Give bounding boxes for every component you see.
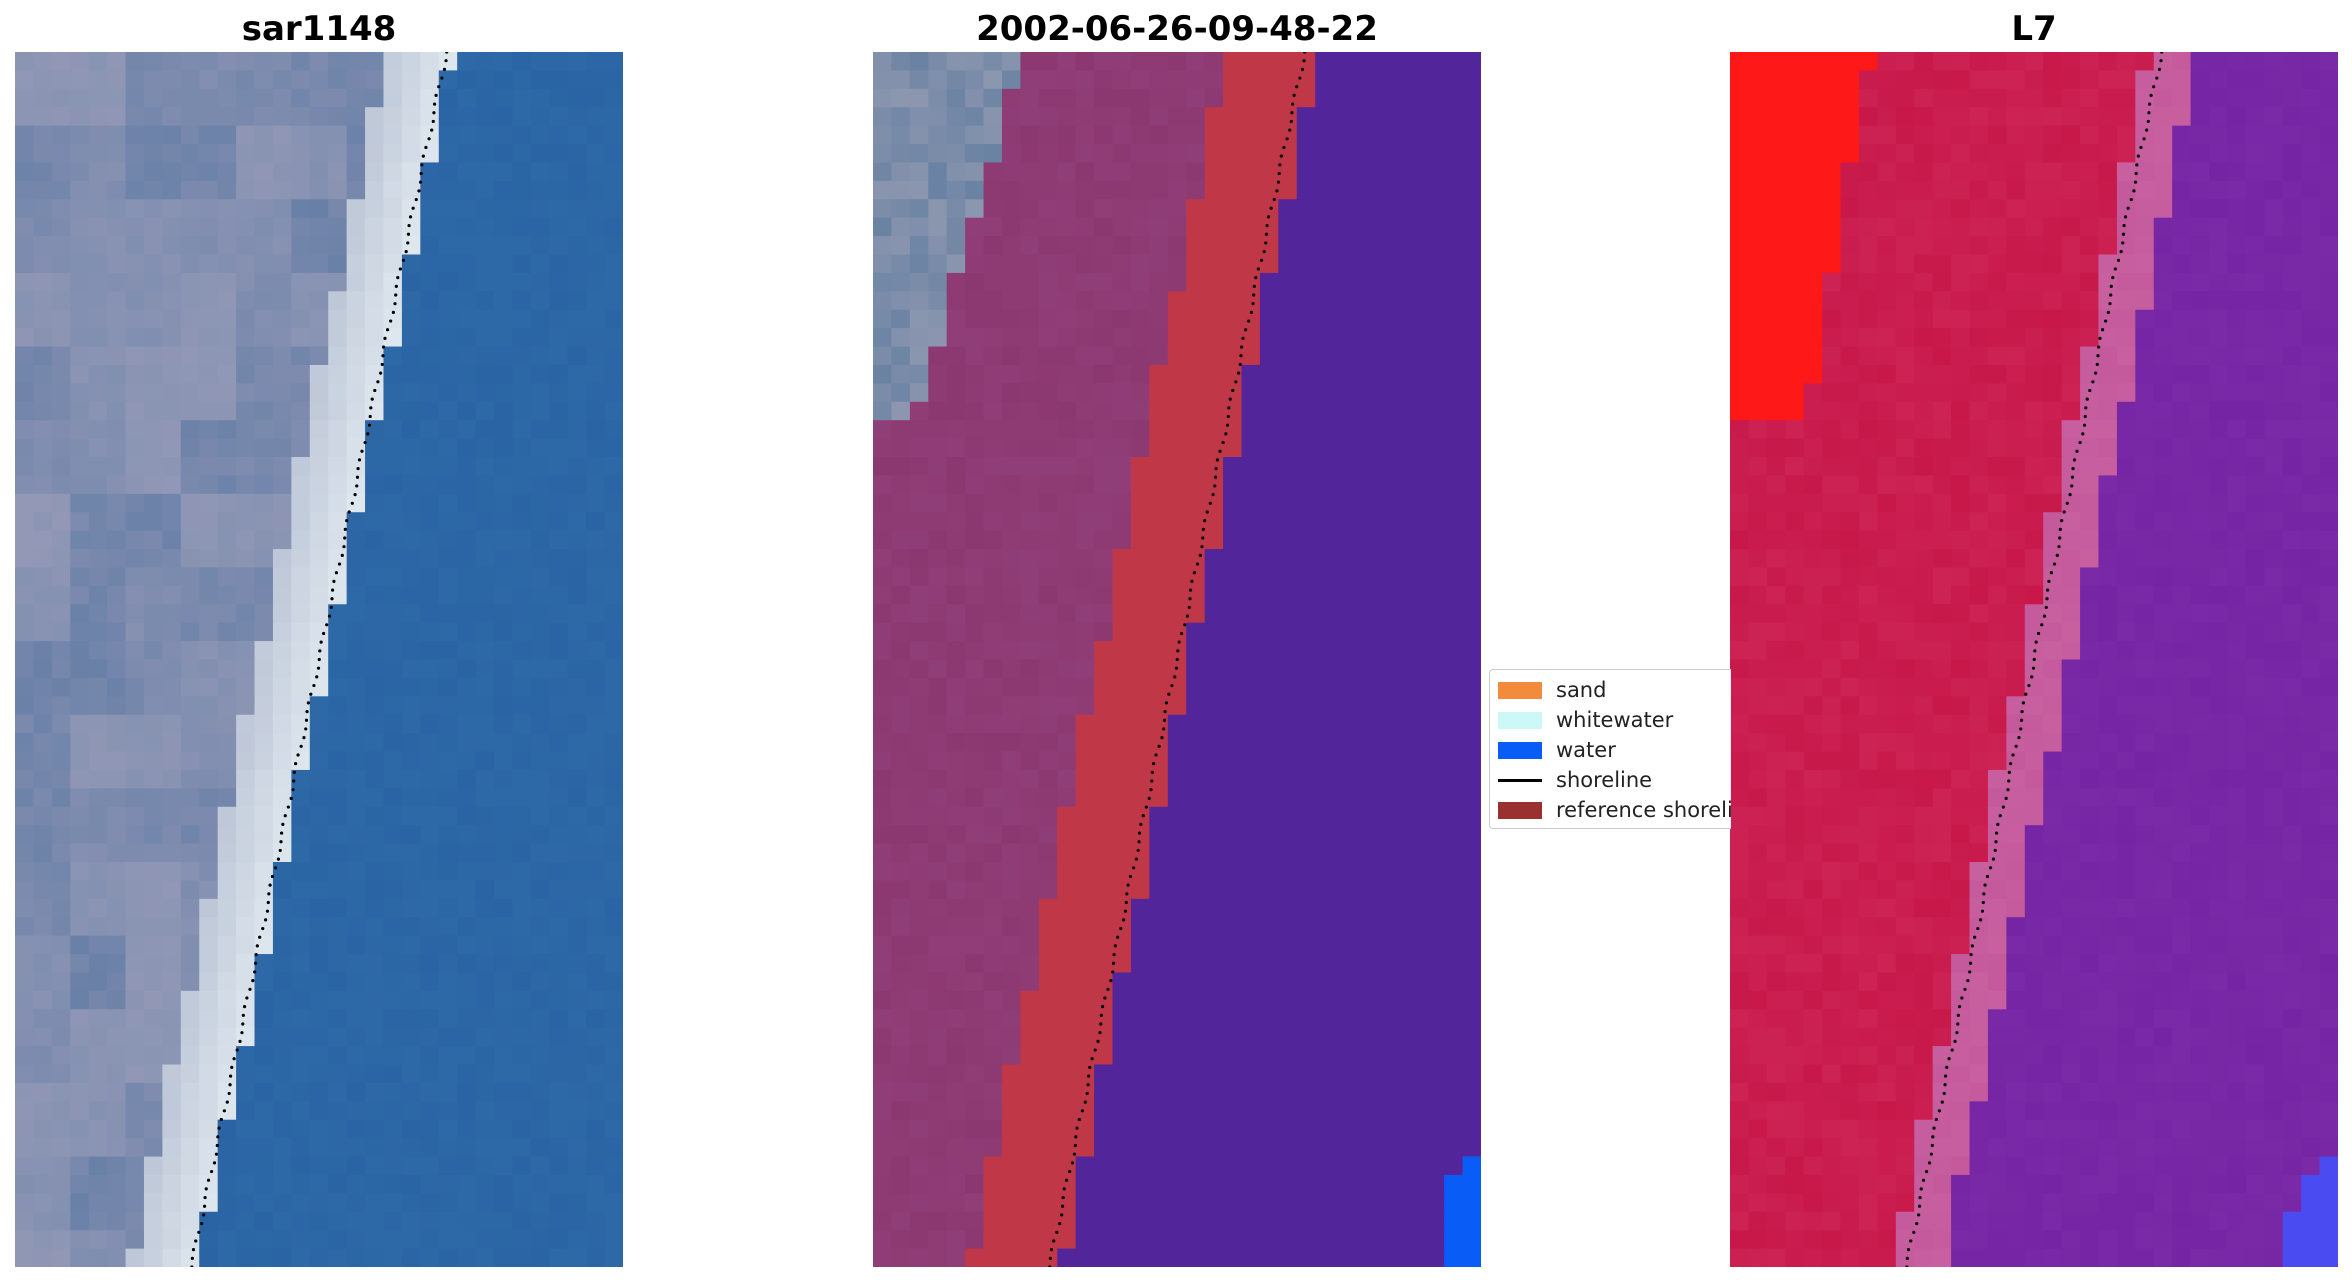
legend-label-reference-shoreline: reference shoreline	[1556, 798, 1731, 822]
l7-index-image	[1730, 52, 2338, 1267]
l7-image-canvas	[1730, 52, 2338, 1267]
rgb-image-canvas	[15, 52, 623, 1267]
classified-image-canvas	[873, 52, 1481, 1267]
legend-label-whitewater: whitewater	[1556, 708, 1674, 732]
legend-item-reference-shoreline: reference shoreline	[1498, 797, 1731, 823]
panel-title-sar1148: sar1148	[241, 9, 397, 49]
legend-label-shoreline: shoreline	[1556, 768, 1653, 792]
legend-item-shoreline: shoreline	[1498, 767, 1652, 793]
legend-item-water: water	[1498, 737, 1616, 763]
whitewater-swatch	[1498, 711, 1542, 729]
shoreline-dots	[190, 52, 449, 1267]
legend-item-sand: sand	[1498, 677, 1606, 703]
sand-swatch	[1498, 681, 1542, 699]
legend: sand whitewater water shoreline referenc…	[1489, 669, 1731, 829]
classified-image	[873, 52, 1481, 1267]
shoreline-dots	[1905, 52, 2164, 1267]
legend-label-water: water	[1556, 738, 1616, 762]
panel-title-l7: L7	[2011, 9, 2057, 49]
water-swatch	[1498, 741, 1542, 759]
panel-title-date: 2002-06-26-09-48-22	[976, 9, 1378, 49]
reference-shoreline-swatch	[1498, 801, 1542, 819]
rgb-satellite-image	[15, 52, 623, 1267]
legend-label-sand: sand	[1556, 678, 1607, 702]
shoreline-line-swatch	[1498, 778, 1542, 782]
legend-item-whitewater: whitewater	[1498, 707, 1673, 733]
shoreline-dots	[1048, 52, 1307, 1267]
